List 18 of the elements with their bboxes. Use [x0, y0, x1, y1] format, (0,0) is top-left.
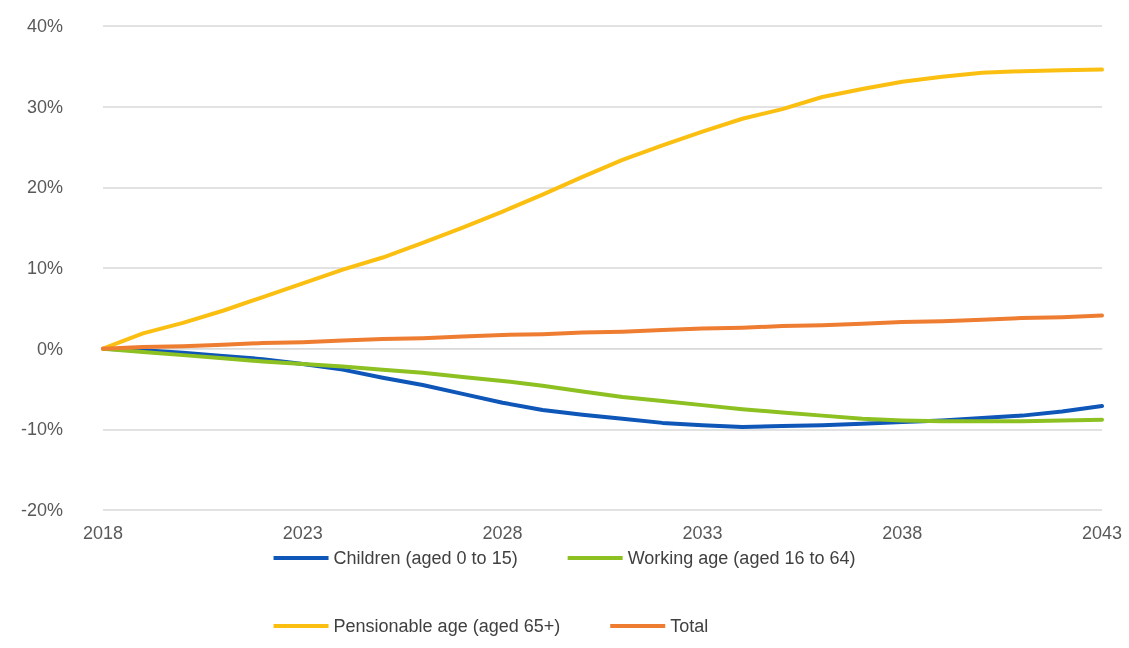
x-tick-label: 2038 [882, 523, 923, 543]
y-tick-label: -10% [20, 419, 63, 440]
y-tick-label: 30% [26, 96, 63, 117]
legend-label: Pensionable age (aged 65+) [333, 616, 561, 636]
y-tick-label: -20% [20, 500, 63, 520]
legend-label: Children (aged 0 to 15) [333, 548, 518, 568]
x-tick-label: 2028 [482, 523, 523, 543]
line-series [101, 313, 1104, 351]
y-tick-label: 40% [26, 16, 63, 36]
x-tick-label: 2023 [282, 523, 323, 543]
legend-label: Total [670, 616, 709, 636]
legend-label: Working age (aged 16 to 64) [627, 548, 856, 568]
y-tick-label: 20% [26, 177, 63, 198]
x-tick-label: 2043 [1081, 523, 1123, 543]
y-tick-label: 0% [36, 338, 63, 359]
x-tick-label: 2018 [82, 523, 124, 543]
x-tick-label: 2033 [682, 523, 723, 543]
y-tick-label: 10% [26, 258, 63, 278]
